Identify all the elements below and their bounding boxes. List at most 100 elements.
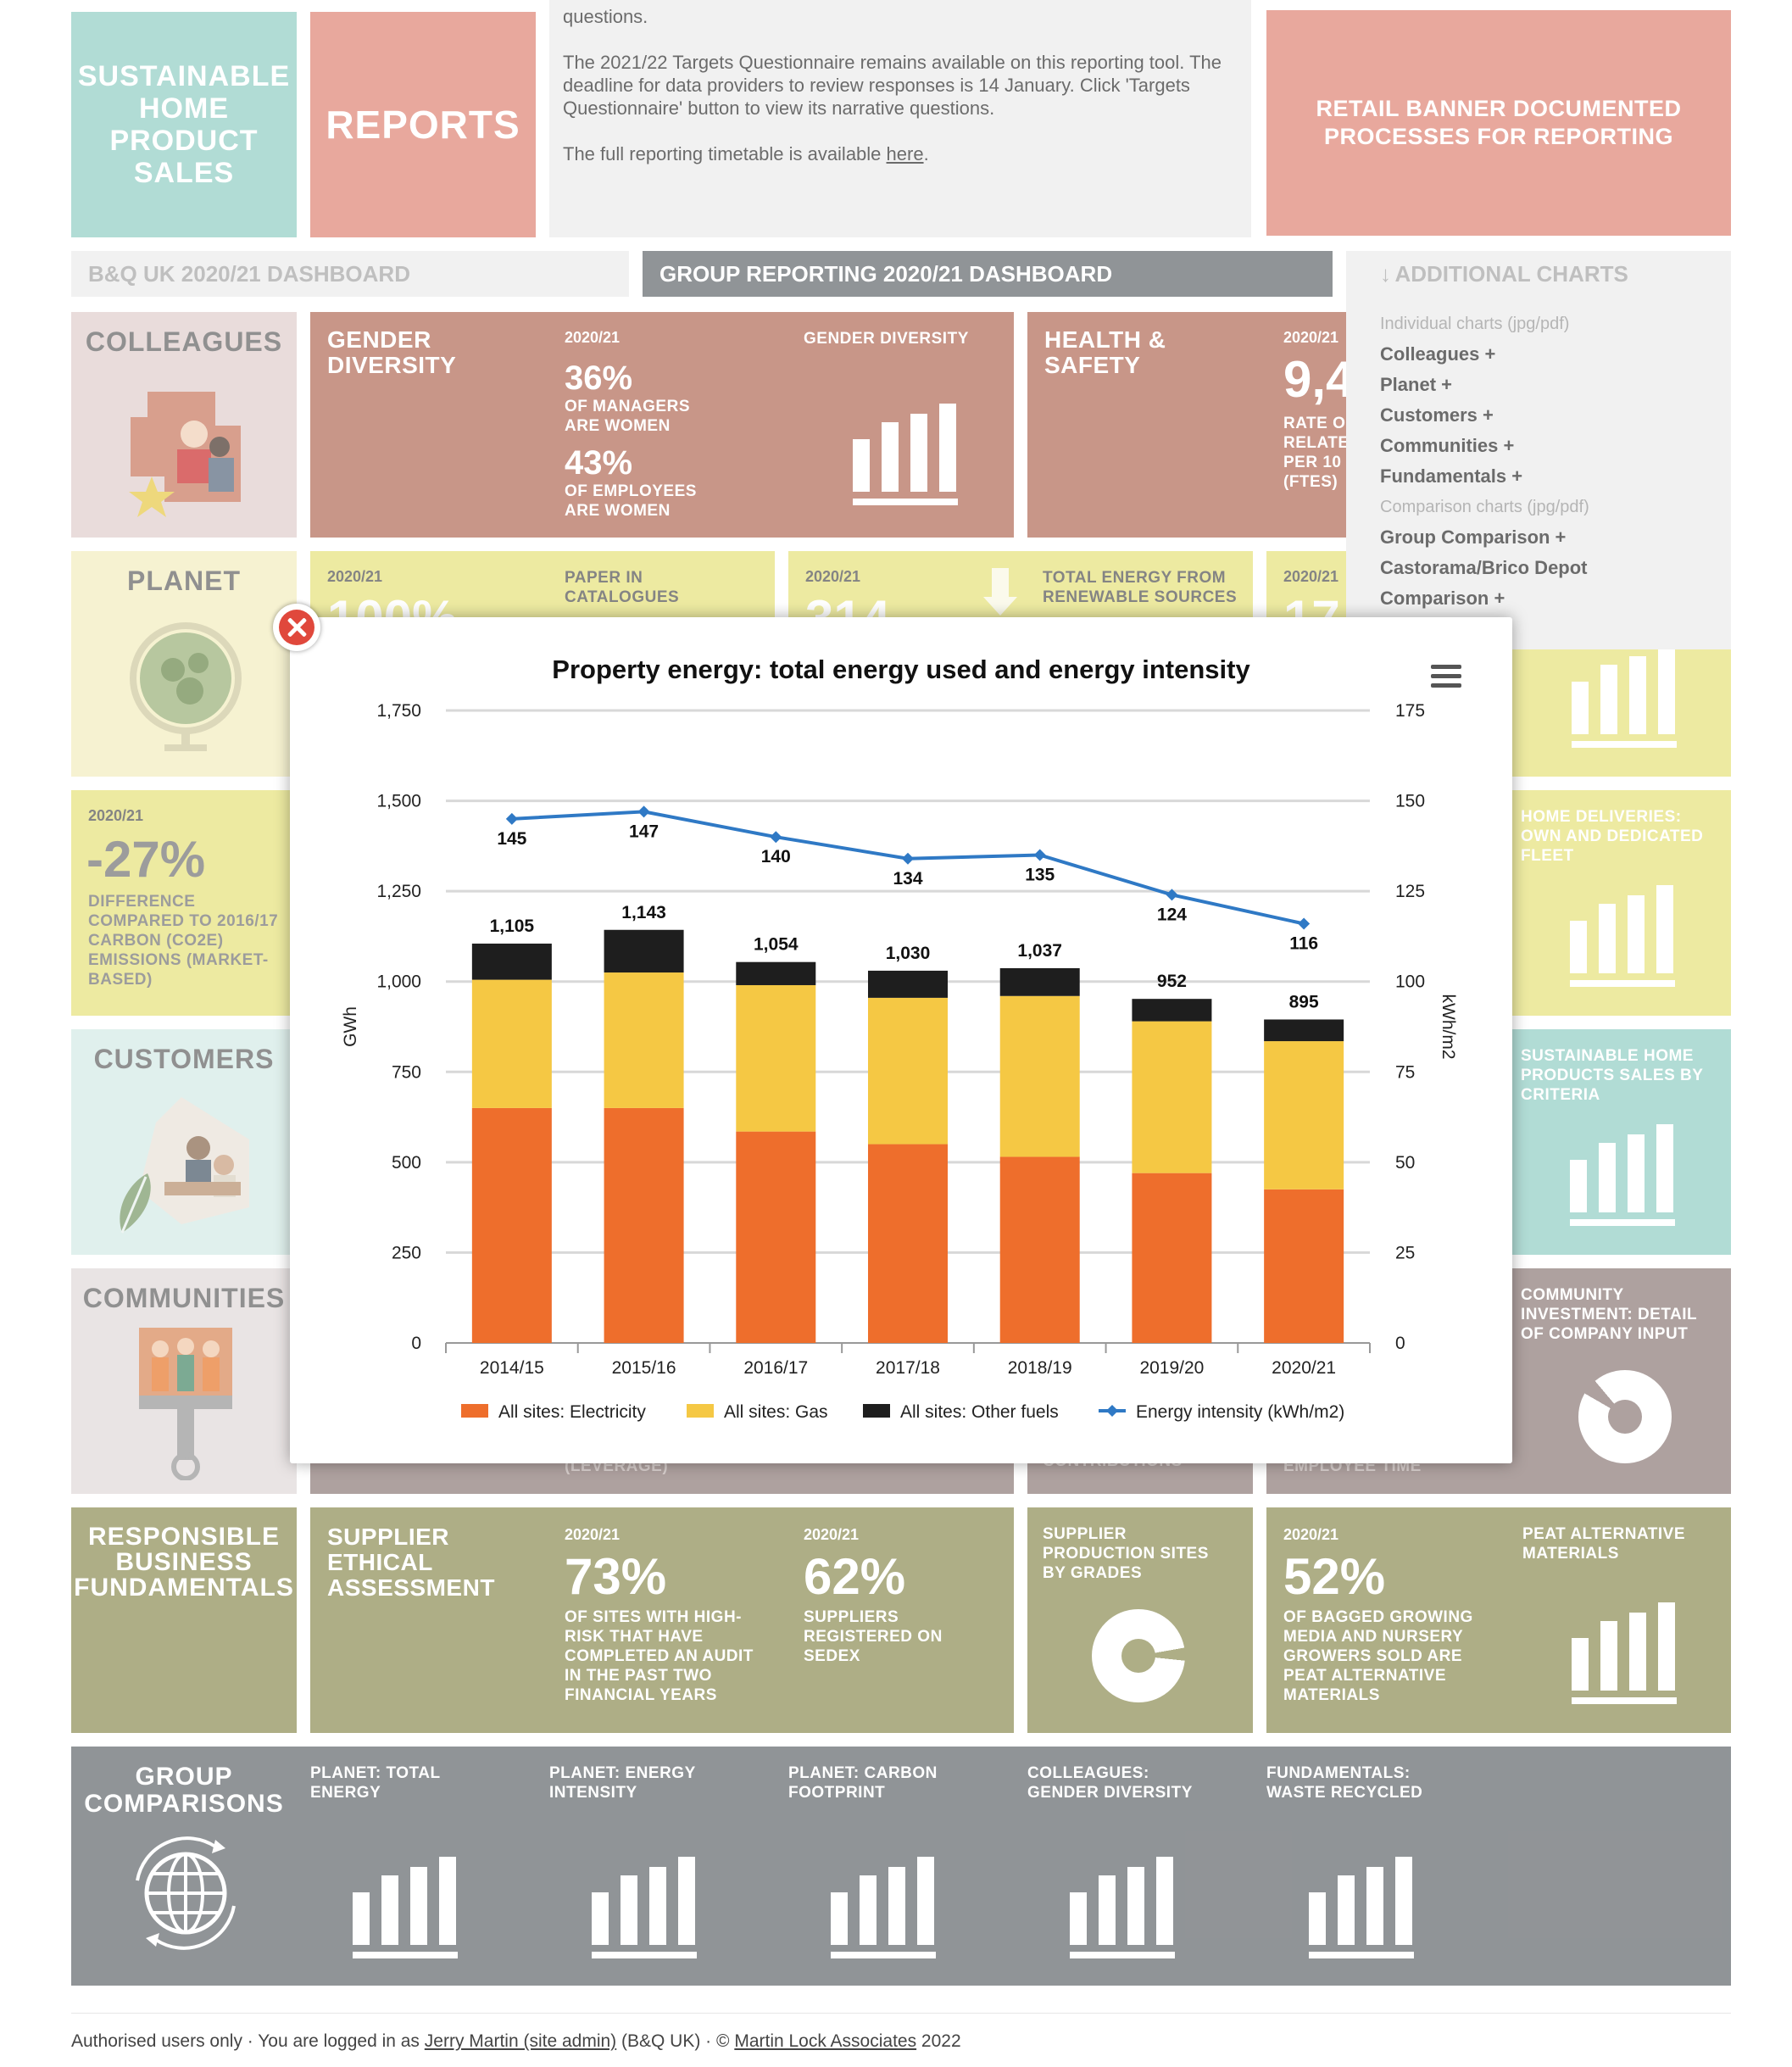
bar-chart-icon bbox=[592, 1857, 697, 1958]
globe-icon bbox=[136, 1836, 236, 1950]
footer-company-link[interactable]: Martin Lock Associates bbox=[734, 2031, 917, 2051]
health-safety-year: 2020/21 bbox=[1283, 329, 1339, 346]
tab-group-label: GROUP REPORTING 2020/21 DASHBOARD bbox=[659, 261, 1113, 287]
legend-label: All sites: Other fuels bbox=[900, 1402, 1059, 1422]
y-tick-label: 750 bbox=[392, 1062, 421, 1082]
side-link-customers[interactable]: Customers + bbox=[1380, 404, 1494, 426]
bar-total-label: 1,143 bbox=[621, 903, 666, 922]
carbon-text: DIFFERENCE COMPARED TO 2016/17 CARBON (C… bbox=[88, 893, 279, 989]
bar-electricity bbox=[471, 1107, 552, 1343]
group-item-label: PLANET: TOTAL ENERGY bbox=[310, 1764, 441, 1802]
y-tick-label: 250 bbox=[392, 1243, 421, 1262]
tab-group-dashboard[interactable]: GROUP REPORTING 2020/21 DASHBOARD bbox=[643, 251, 1333, 297]
supplier-ethical-assessment-tile[interactable]: SUPPLIER ETHICAL ASSESSMENT 2020/21 73% … bbox=[310, 1507, 1014, 1733]
x-tick-label: 2017/18 bbox=[876, 1358, 940, 1378]
sedex-value: 62% bbox=[804, 1548, 906, 1605]
bar-total-label: 1,037 bbox=[1017, 941, 1062, 961]
customers-section[interactable]: CUSTOMERS bbox=[71, 1029, 297, 1255]
supplier-production-sites-tile[interactable]: SUPPLIER PRODUCTION SITES BY GRADES bbox=[1027, 1507, 1253, 1733]
intensity-label: 116 bbox=[1289, 934, 1318, 954]
legend-swatch bbox=[461, 1404, 488, 1418]
footer-user-link[interactable]: Jerry Martin (site admin) bbox=[424, 2031, 617, 2051]
arrow-down-icon: ↓ bbox=[1380, 261, 1391, 287]
y2-tick-label: 25 bbox=[1395, 1243, 1415, 1262]
renewable-year: 2020/21 bbox=[805, 568, 861, 585]
bar-gas bbox=[868, 997, 948, 1145]
close-icon[interactable] bbox=[273, 604, 320, 651]
tab-additional-label: ADDITIONAL CHARTS bbox=[1394, 261, 1628, 287]
legend-label: All sites: Electricity bbox=[498, 1402, 646, 1422]
bar-other-fuels bbox=[1264, 1019, 1344, 1042]
timetable-link[interactable]: here bbox=[886, 143, 924, 164]
bar-other-fuels bbox=[999, 967, 1080, 996]
intensity-point bbox=[1298, 917, 1311, 930]
gender-diversity-tile[interactable]: GENDER DIVERSITY 2020/21 36% OF MANAGERS… bbox=[310, 312, 1014, 538]
group-item-planet-carbon-footprint[interactable]: PLANET: CARBON FOOTPRINT bbox=[788, 1763, 1014, 1975]
employees-women-text: OF EMPLOYEES ARE WOMEN bbox=[565, 482, 697, 520]
sustainable-products-criteria-tile[interactable]: SUSTAINABLE HOME PRODUCTS SALES BY CRITE… bbox=[1505, 1029, 1731, 1255]
globe-photo-icon bbox=[130, 622, 242, 751]
reports-tile[interactable]: REPORTS bbox=[310, 12, 536, 237]
intensity-label: 134 bbox=[893, 869, 922, 889]
tab-bq-dashboard[interactable]: B&Q UK 2020/21 DASHBOARD bbox=[71, 251, 629, 297]
managers-women-text: OF MANAGERS ARE WOMEN bbox=[565, 398, 690, 435]
intensity-label: 140 bbox=[761, 847, 791, 866]
y2-tick-label: 175 bbox=[1395, 701, 1425, 721]
bar-other-fuels bbox=[1132, 999, 1212, 1022]
side-link-group-comparison[interactable]: Group Comparison + bbox=[1380, 526, 1567, 548]
retail-banner-processes-tile[interactable]: RETAIL BANNER DOCUMENTED PROCESSES FOR R… bbox=[1266, 10, 1731, 236]
bar-total-label: 1,105 bbox=[490, 916, 535, 936]
communities-section[interactable]: COMMUNITIES bbox=[71, 1268, 297, 1494]
legend-swatch bbox=[687, 1404, 714, 1418]
carbon-value: -27% bbox=[86, 831, 206, 888]
bar-chart-icon bbox=[1570, 885, 1675, 987]
energy-chart: Property energy: total energy used and e… bbox=[341, 655, 1458, 1422]
customers-title: CUSTOMERS bbox=[93, 1044, 275, 1074]
footer-text-2: (B&Q UK) · © bbox=[616, 2031, 735, 2051]
side-link-colleagues[interactable]: Colleagues + bbox=[1380, 343, 1496, 365]
hamburger-menu-icon[interactable] bbox=[1431, 665, 1461, 688]
planet-third-year: 2020/21 bbox=[1283, 568, 1339, 585]
health-safety-tile[interactable]: HEALTH & SAFETY 2020/21 9,4 RATE O RELAT… bbox=[1027, 312, 1350, 538]
side-link-comparison[interactable]: Comparison + bbox=[1380, 588, 1505, 609]
supplier-ethical-title: SUPPLIER ETHICAL ASSESSMENT bbox=[327, 1524, 495, 1601]
footer-text-3: 2022 bbox=[916, 2031, 961, 2051]
bar-chart-icon bbox=[1309, 1857, 1414, 1958]
x-tick-label: 2016/17 bbox=[743, 1358, 808, 1378]
y2-tick-label: 50 bbox=[1395, 1153, 1415, 1173]
bar-chart-icon bbox=[1570, 1124, 1675, 1226]
planet-section[interactable]: PLANET bbox=[71, 551, 297, 777]
bar-other-fuels bbox=[471, 943, 552, 980]
y2-tick-label: 0 bbox=[1395, 1334, 1405, 1353]
donut-chart-icon bbox=[1092, 1609, 1185, 1702]
side-link-fundamentals[interactable]: Fundamentals + bbox=[1380, 465, 1523, 487]
peat-alternative-tile[interactable]: 2020/21 52% OF BAGGED GROWING MEDIA AND … bbox=[1266, 1507, 1731, 1733]
group-item-colleagues-gender-diversity[interactable]: COLLEAGUES: GENDER DIVERSITY bbox=[1027, 1763, 1253, 1975]
group-item-planet-energy-intensity[interactable]: PLANET: ENERGY INTENSITY bbox=[549, 1763, 775, 1975]
health-safety-value: 9,4 bbox=[1283, 351, 1350, 408]
timetable-end: . bbox=[923, 143, 929, 164]
group-item-fundamentals-waste-recycled[interactable]: FUNDAMENTALS: WASTE RECYCLED bbox=[1266, 1763, 1492, 1975]
tab-additional-charts[interactable]: ↓ ADDITIONAL CHARTS bbox=[1346, 251, 1731, 297]
side-link-castorama-brico[interactable]: Castorama/Brico Depot bbox=[1380, 557, 1588, 578]
production-sites-label: SUPPLIER PRODUCTION SITES BY GRADES bbox=[1043, 1525, 1209, 1582]
home-deliveries-tile[interactable]: HOME DELIVERIES: OWN AND DEDICATED FLEET bbox=[1505, 790, 1731, 1016]
legend-label: All sites: Gas bbox=[724, 1402, 828, 1422]
fundamentals-section[interactable]: RESPONSIBLE BUSINESS FUNDAMENTALS bbox=[71, 1507, 297, 1733]
bar-total-label: 1,030 bbox=[886, 944, 931, 963]
paper-year: 2020/21 bbox=[327, 568, 383, 585]
legend-swatch bbox=[863, 1404, 890, 1418]
bar-other-fuels bbox=[604, 929, 684, 973]
individual-charts-header: Individual charts (jpg/pdf) bbox=[1380, 315, 1570, 333]
bar-chart-icon bbox=[831, 1857, 936, 1958]
side-link-communities[interactable]: Communities + bbox=[1380, 435, 1515, 456]
intensity-label: 124 bbox=[1157, 905, 1187, 924]
arrow-down-icon bbox=[983, 568, 1017, 619]
group-item-planet-total-energy[interactable]: PLANET: TOTAL ENERGY bbox=[310, 1763, 536, 1975]
colleagues-section[interactable]: COLLEAGUES bbox=[71, 312, 297, 538]
intensity-point bbox=[1033, 849, 1046, 861]
side-link-planet[interactable]: Planet + bbox=[1380, 374, 1452, 395]
y-tick-label: 1,750 bbox=[376, 701, 421, 721]
sedex-text: SUPPLIERS REGISTERED ON SEDEX bbox=[804, 1608, 943, 1665]
sustainable-home-product-sales-tile[interactable]: SUSTAINABLE HOME PRODUCT SALES bbox=[71, 12, 297, 237]
